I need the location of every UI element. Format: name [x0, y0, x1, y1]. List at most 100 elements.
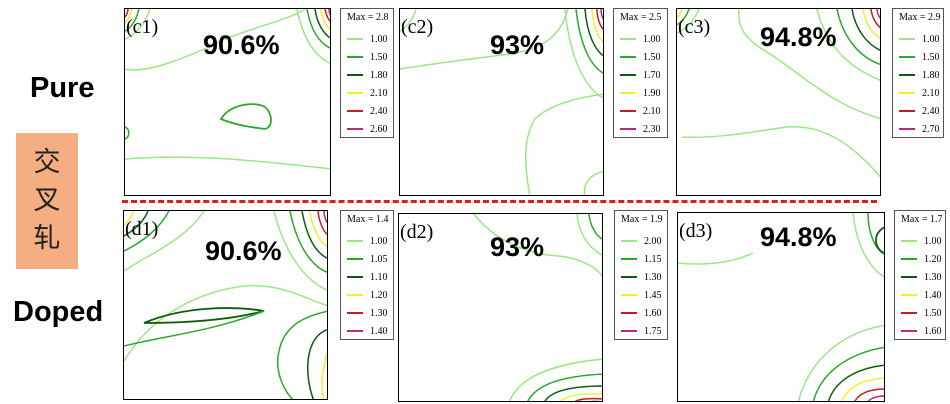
legend-c2-level-6: 2.30: [643, 123, 661, 135]
row-label-doped: Doped: [13, 296, 104, 328]
panel-id-d1: (d1): [125, 218, 159, 240]
legend-d3-level-3: 1.30: [924, 271, 942, 283]
panel-id-c3: (c3): [678, 16, 711, 38]
legend-d1-level-4: 1.20: [370, 289, 388, 301]
contour-d1-2: [143, 307, 265, 324]
cross-rolling-label: 交 叉 轧: [16, 133, 78, 269]
contour-c3-8: [851, 9, 880, 51]
contour-c1-8: [125, 9, 129, 18]
legend-c2-level-1: 1.00: [643, 33, 661, 45]
contour-c3-6: [816, 9, 880, 81]
legend-c1-level-5: 2.40: [370, 105, 388, 117]
contour-d2-4: [509, 358, 602, 401]
legend-d1-level-2: 1.05: [370, 253, 388, 265]
contour-c3-11: [876, 9, 880, 19]
legend-d3-level-6: 1.60: [924, 325, 942, 337]
legend-d3-max: Max = 1.7: [901, 214, 943, 225]
legend-d2-level-5: 1.60: [644, 307, 662, 319]
contour-d1-6: [321, 350, 327, 399]
contour-c1-12: [320, 9, 330, 31]
legend-c1-max: Max = 2.8: [347, 12, 389, 23]
legend-d3-level-5: 1.50: [924, 307, 942, 319]
row-label-pure: Pure: [30, 72, 95, 104]
legend-c2-level-2: 1.50: [643, 51, 661, 63]
contour-c3-5: [738, 9, 880, 120]
contour-c3-9: [862, 9, 880, 39]
contour-c2-8: [591, 9, 603, 43]
contour-d1-8: [124, 211, 170, 252]
contour-d3-2: [852, 213, 884, 278]
legend-c3-level-2: 1.50: [922, 51, 940, 63]
cross-rolling-char-3: 轧: [33, 223, 61, 254]
contour-c3-3: [677, 9, 683, 19]
pole-figure-d2: (d2): [398, 213, 603, 402]
legend-c1-level-3: 1.80: [370, 69, 388, 81]
contour-c2-2: [525, 93, 603, 195]
contour-c2-10: [600, 9, 603, 20]
legend-d1-max: Max = 1.4: [347, 214, 389, 225]
legend-c1-level-6: 2.60: [370, 123, 388, 135]
contour-c1-3: [125, 126, 130, 140]
legend-c2-level-4: 1.90: [643, 87, 661, 99]
legend-c1-level-2: 1.50: [370, 51, 388, 63]
contour-d2-6: [544, 385, 602, 401]
contour-c1-7: [125, 9, 133, 24]
legend-d3: Max = 1.7 1.00 1.20 1.30 1.40 1.50 1.60: [894, 210, 946, 340]
contour-c1-10: [306, 9, 330, 49]
contour-plot-c1: [125, 9, 330, 170]
contour-d2-1: [473, 214, 602, 278]
pole-figure-c3: (c3): [676, 8, 881, 196]
contour-c1-5: [125, 9, 151, 40]
contour-d3-4: [875, 226, 884, 254]
contour-c2-4: [400, 9, 417, 32]
contour-d2-3: [588, 214, 602, 240]
reduction-c3: 94.8%: [760, 22, 837, 52]
contour-d1-14: [309, 211, 327, 247]
contour-c2-3: [583, 170, 603, 195]
legend-d1-level-6: 1.40: [370, 325, 388, 337]
legend-c1-level-4: 2.10: [370, 87, 388, 99]
row-divider: [122, 200, 877, 203]
panel-id-c2: (c2): [401, 16, 434, 38]
contour-d3-8: [841, 377, 884, 401]
legend-c3-level-5: 2.40: [922, 105, 940, 117]
legend-d3-level-1: 1.00: [924, 235, 942, 247]
contour-c1-4: [219, 103, 272, 130]
contour-d2-2: [576, 214, 602, 256]
contour-c2-6: [575, 9, 603, 74]
contour-d1-5: [307, 329, 327, 399]
legend-c2-max: Max = 2.5: [620, 12, 662, 23]
legend-d1-level-3: 1.10: [370, 271, 388, 283]
cross-rolling-char-2: 叉: [33, 185, 61, 216]
legend-c1-level-1: 1.00: [370, 33, 388, 45]
contour-d1-11: [273, 211, 327, 291]
contour-c1-2: [125, 156, 330, 170]
legend-c3: Max = 2.9 1.00 1.50 1.80 2.10 2.40 2.70: [892, 8, 944, 138]
contour-d1-13: [301, 211, 327, 259]
contour-c3-10: [870, 9, 880, 29]
reduction-c2: 93%: [490, 30, 545, 60]
contour-c3-7: [836, 9, 880, 66]
contour-c2-1: [400, 9, 569, 70]
contour-d3-9: [854, 388, 884, 401]
contour-d2-5: [527, 373, 602, 401]
pole-figure-d3: (d3): [677, 212, 885, 402]
contour-plot-d2: [473, 214, 602, 401]
contour-d3-10: [867, 395, 884, 401]
contour-d3-7: [827, 364, 884, 401]
legend-c3-level-4: 2.10: [922, 87, 940, 99]
pole-figure-c2: (c2): [399, 8, 604, 196]
contour-c1-1: [125, 9, 306, 71]
legend-d2-level-4: 1.45: [644, 289, 662, 301]
legend-c2-level-5: 2.10: [643, 105, 661, 117]
legend-c3-level-1: 1.00: [922, 33, 940, 45]
legend-d3-level-4: 1.40: [924, 289, 942, 301]
panel-id-c1: (c1): [126, 16, 159, 38]
contour-c3-4: [681, 126, 880, 178]
contour-d1-10: [124, 211, 135, 226]
legend-c3-level-6: 2.70: [922, 123, 940, 135]
panel-id-d3: (d3): [679, 220, 713, 242]
contour-plot-c2: [400, 9, 603, 195]
contour-c1-9: [296, 9, 330, 64]
legend-d3-level-2: 1.20: [924, 253, 942, 265]
